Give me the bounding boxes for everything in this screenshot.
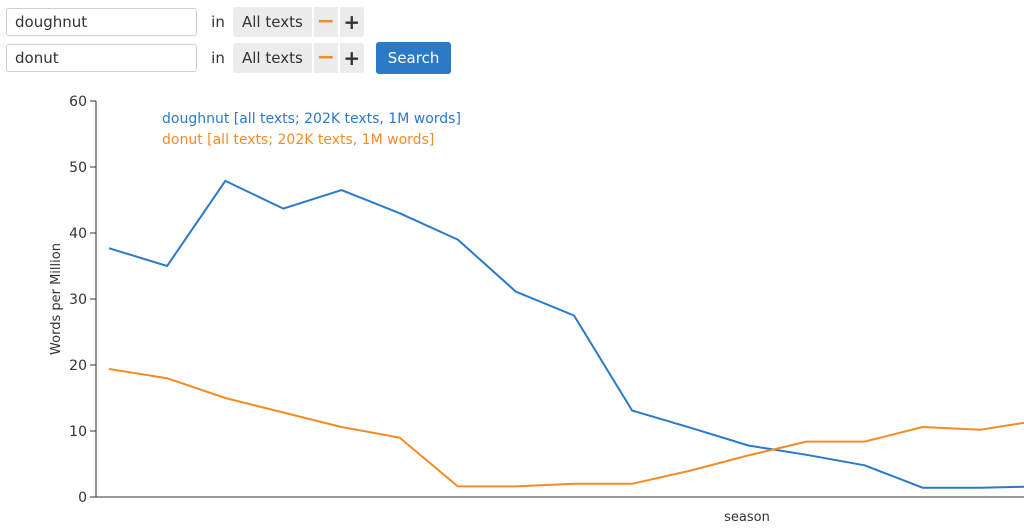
corpus-select-1[interactable]: All texts bbox=[233, 7, 312, 37]
add-term-button-1[interactable]: + bbox=[339, 7, 364, 37]
series-line-doughnut bbox=[108, 179, 1024, 489]
search-button[interactable]: Search bbox=[375, 42, 452, 74]
minus-icon: − bbox=[316, 9, 336, 34]
legend-entry-donut: donut [all texts; 202K texts, 1M words] bbox=[162, 132, 434, 148]
y-tick-label: 20 bbox=[69, 358, 87, 374]
y-tick-label: 30 bbox=[69, 292, 87, 308]
series-line-donut bbox=[108, 368, 1024, 488]
query-row-1: in All texts − + bbox=[6, 7, 364, 37]
in-label-1: in bbox=[211, 13, 225, 31]
y-tick-label: 0 bbox=[78, 490, 87, 506]
corpus-select-2[interactable]: All texts bbox=[233, 43, 312, 73]
legend-entry-doughnut: doughnut [all texts; 202K texts, 1M word… bbox=[162, 111, 461, 127]
y-tick-label: 50 bbox=[69, 160, 87, 176]
plus-icon: + bbox=[343, 46, 361, 70]
term-input-2[interactable] bbox=[6, 44, 197, 72]
corpus-select-group-1: All texts − + bbox=[233, 7, 364, 37]
corpus-select-group-2: All texts − + bbox=[233, 43, 364, 73]
add-term-button-2[interactable]: + bbox=[339, 43, 364, 73]
y-axis: 0 10 20 30 40 50 60 bbox=[69, 94, 97, 506]
plus-icon: + bbox=[343, 10, 361, 34]
y-tick-label: 40 bbox=[69, 226, 87, 242]
x-axis-title: season bbox=[724, 510, 770, 525]
query-row-2: in All texts − + Search bbox=[6, 42, 452, 74]
minus-icon: − bbox=[316, 45, 336, 70]
in-label-2: in bbox=[211, 49, 225, 67]
remove-term-button-1[interactable]: − bbox=[313, 7, 338, 37]
remove-term-button-2[interactable]: − bbox=[313, 43, 338, 73]
y-tick-label: 10 bbox=[69, 424, 87, 440]
series-layer bbox=[108, 179, 1024, 489]
term-input-1[interactable] bbox=[6, 8, 197, 36]
y-tick-label: 60 bbox=[69, 94, 87, 110]
y-axis-title: Words per Million bbox=[49, 243, 64, 355]
